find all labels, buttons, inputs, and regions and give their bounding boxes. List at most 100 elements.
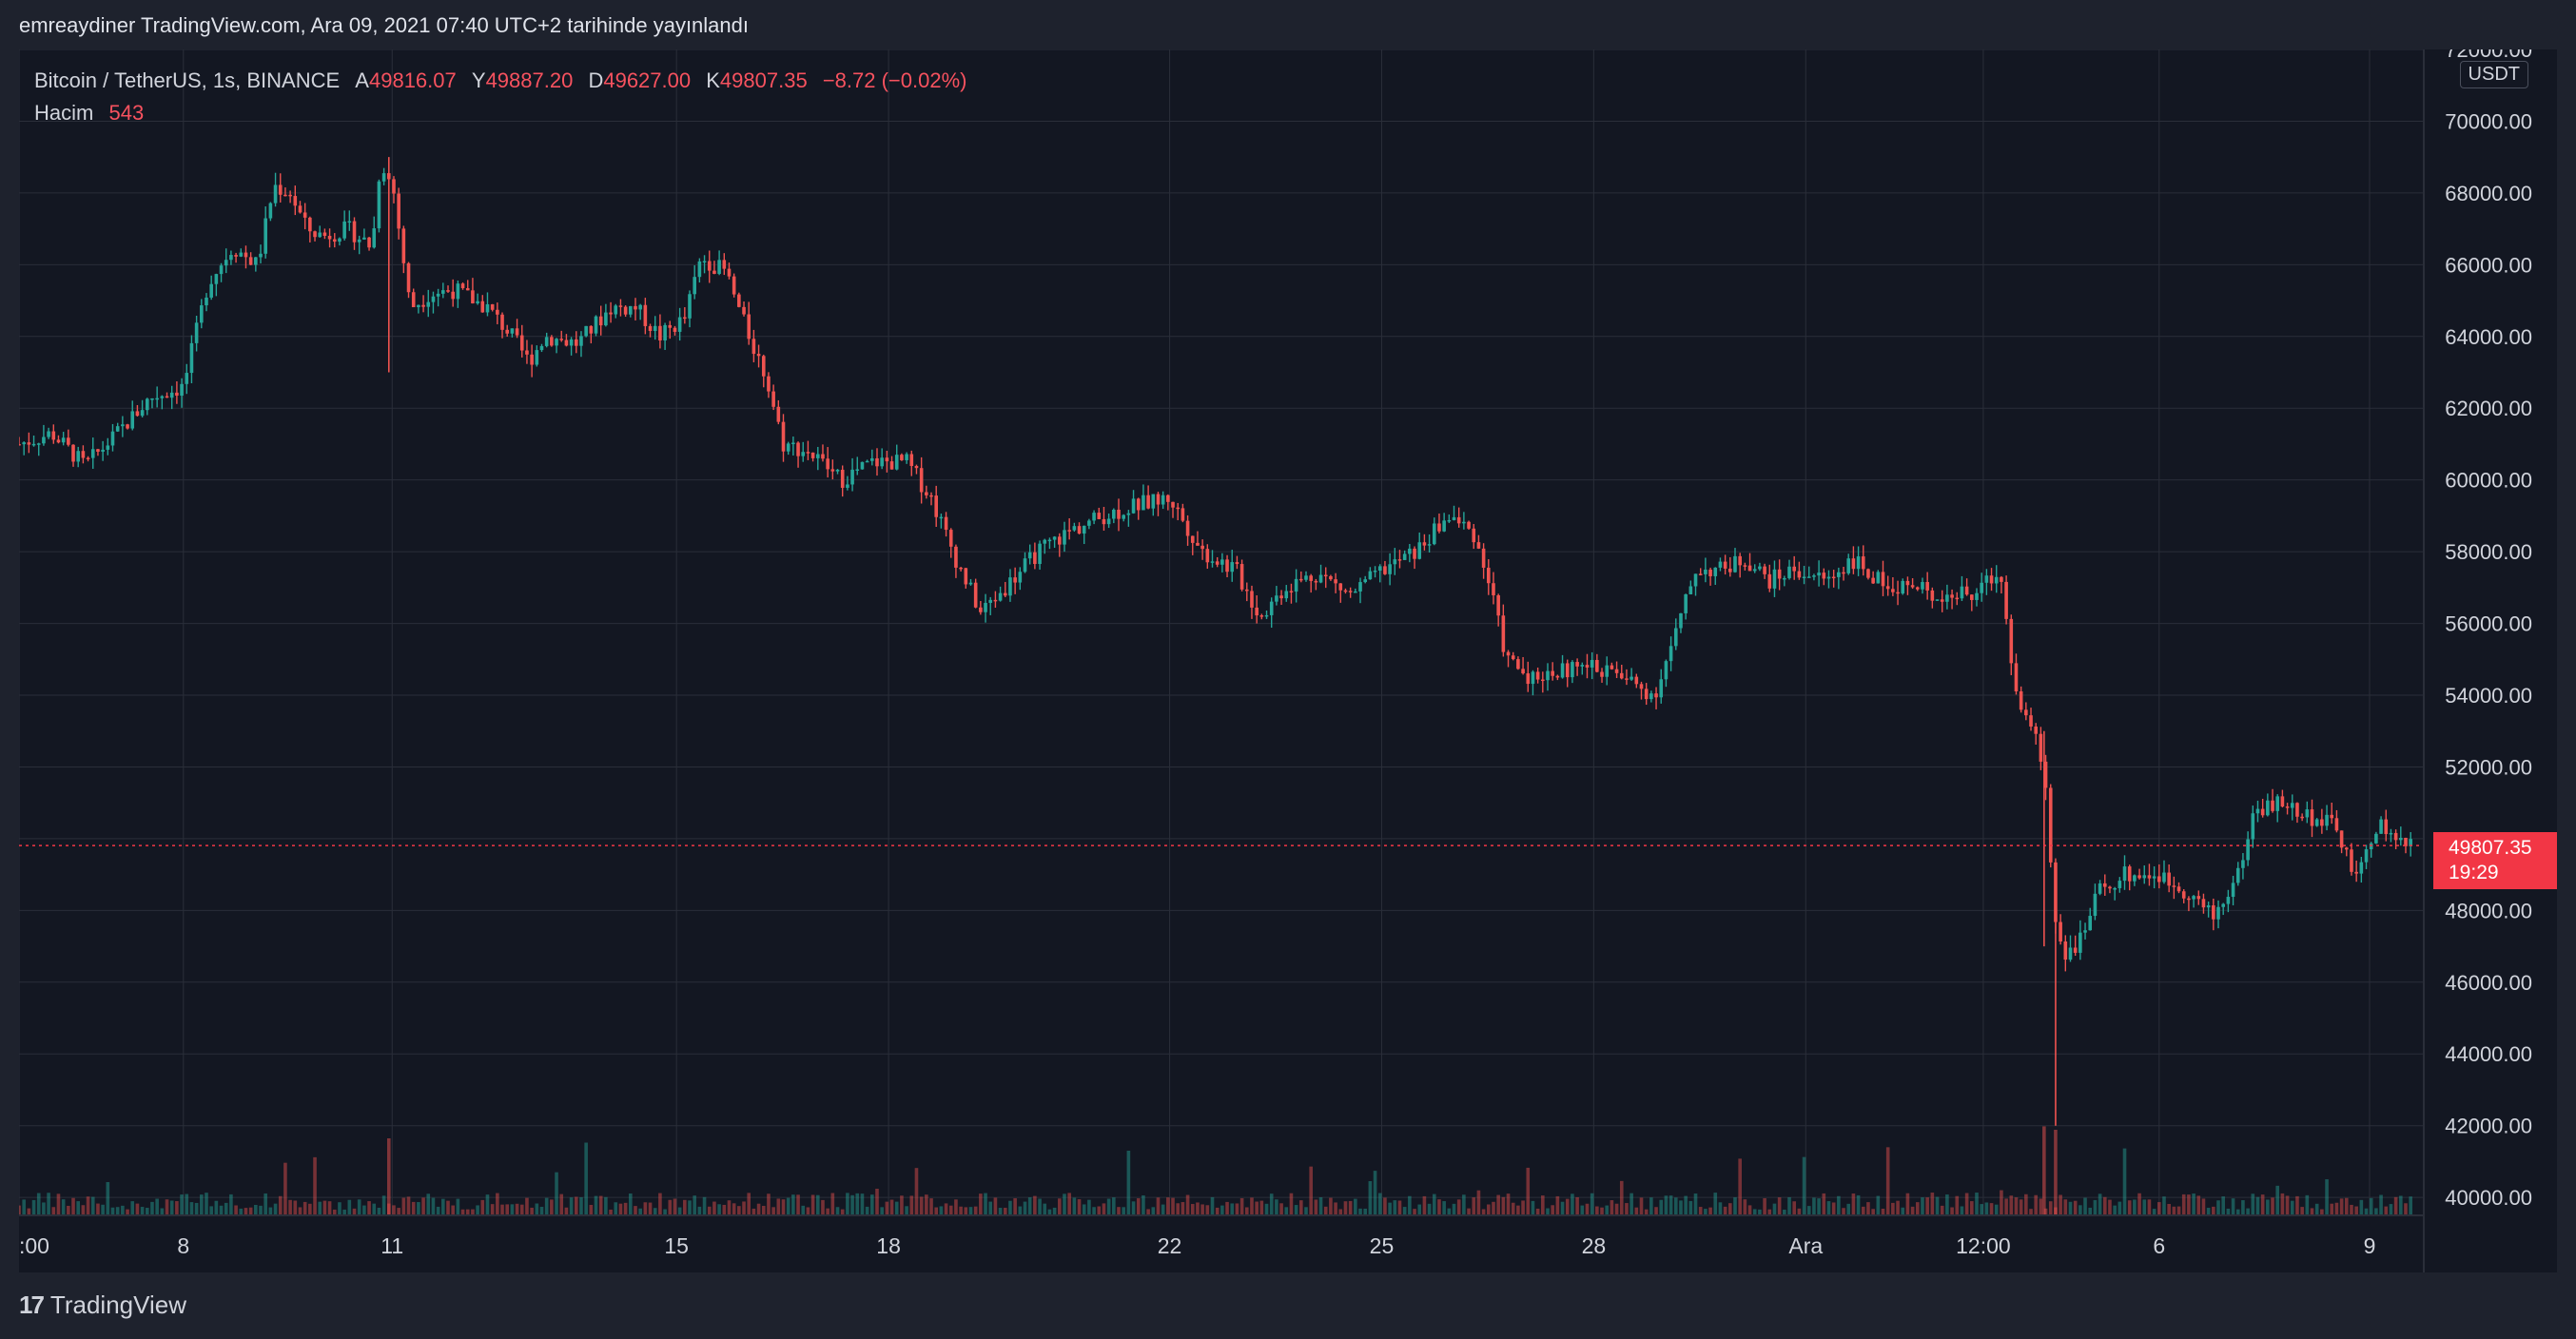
- volume-bar: [76, 1201, 81, 1215]
- volume-bar: [806, 1207, 810, 1215]
- candle-body: [2122, 866, 2127, 882]
- price-chart[interactable]: 40000.00 42000.00 44000.00 46000.00 48000.00…: [19, 49, 2557, 1272]
- candle-body: [1679, 612, 1683, 629]
- volume-bar: [1142, 1194, 1145, 1215]
- volume-bar: [347, 1199, 352, 1215]
- candle-body: [1704, 569, 1708, 574]
- candle-body: [1585, 665, 1590, 668]
- volume-bar: [1072, 1197, 1077, 1215]
- candle-body: [1314, 580, 1318, 583]
- candle-body: [1181, 508, 1185, 521]
- volume-bar: [1067, 1193, 1071, 1215]
- candle-body: [1013, 577, 1017, 583]
- candle-body: [653, 325, 657, 331]
- volume-bar: [1402, 1207, 1407, 1215]
- candle-body: [150, 398, 154, 400]
- candle-body: [2000, 576, 2003, 582]
- volume-bar: [1728, 1203, 1732, 1215]
- candle-body: [677, 317, 682, 332]
- x-tick-label: 8: [177, 1233, 189, 1258]
- volume-bar: [1571, 1193, 1574, 1215]
- candle-body: [821, 454, 825, 459]
- candle-body: [988, 599, 993, 603]
- volume-bar: [925, 1194, 928, 1215]
- volume-bar: [2339, 1198, 2344, 1215]
- volume-bar: [1980, 1204, 1983, 1215]
- volume-bar: [1239, 1197, 1244, 1215]
- volume-bar: [693, 1195, 696, 1215]
- volume-bar: [135, 1203, 140, 1215]
- volume-bar: [219, 1205, 224, 1215]
- candle-body: [1422, 542, 1427, 546]
- volume-bar: [550, 1199, 554, 1215]
- candle-body: [1812, 575, 1816, 577]
- candle-body: [51, 431, 56, 440]
- volume-bar: [1783, 1209, 1786, 1215]
- candle-body: [658, 325, 662, 341]
- candle-body: [598, 316, 603, 326]
- y-tick-label: 54000.00: [2445, 684, 2532, 708]
- volume-bar: [1526, 1167, 1531, 1215]
- candle-body: [900, 455, 904, 460]
- candle-body: [756, 354, 761, 357]
- volume-bar: [1329, 1197, 1333, 1215]
- x-tick-label: 9: [2364, 1233, 2376, 1258]
- volume-bar: [1264, 1203, 1269, 1215]
- volume-bar: [165, 1199, 169, 1215]
- candle-body: [1846, 558, 1851, 573]
- candle-body: [1408, 548, 1412, 554]
- symbol-label[interactable]: Bitcoin / TetherUS, 1s, BINANCE: [34, 68, 341, 92]
- volume-bar: [875, 1188, 879, 1215]
- volume-bar: [1023, 1201, 1027, 1215]
- time-axis[interactable]: :00 8 11 15 18 22 25 28 Ara 12:00 6 9: [19, 1233, 2375, 1258]
- chart-area[interactable]: 40000.00 42000.00 44000.00 46000.00 48000.00…: [19, 49, 2557, 1272]
- volume-bar: [1896, 1200, 1900, 1215]
- candle-body: [1166, 495, 1170, 502]
- volume-bar: [1989, 1203, 1994, 1215]
- candle-body: [160, 396, 165, 398]
- candle-body: [1565, 663, 1570, 678]
- price-axis[interactable]: 40000.00 42000.00 44000.00 46000.00 48000.00…: [2445, 49, 2532, 1210]
- tradingview-branding[interactable]: 17 TradingView: [19, 1288, 186, 1322]
- y-tick-label: 40000.00: [2445, 1186, 2532, 1210]
- volume-bar: [1501, 1196, 1506, 1215]
- candle-body: [1289, 591, 1294, 592]
- volume-bar: [234, 1205, 238, 1215]
- volume-bar: [628, 1193, 633, 1215]
- volume-bar: [993, 1197, 998, 1215]
- volume-bar: [1393, 1200, 1397, 1215]
- volume-bar: [2300, 1207, 2304, 1215]
- volume-bar: [1516, 1205, 1520, 1215]
- volume-bar: [2088, 1207, 2093, 1215]
- volume-bar: [441, 1198, 445, 1215]
- currency-badge[interactable]: USDT: [2459, 61, 2528, 88]
- candle-body: [308, 217, 312, 232]
- volume-bar: [688, 1200, 692, 1215]
- candle-body: [914, 465, 919, 469]
- volume-bar: [727, 1200, 732, 1215]
- volume-bar: [717, 1204, 721, 1215]
- candle-body: [456, 283, 460, 300]
- candle-body: [1837, 572, 1841, 577]
- volume-bar: [90, 1196, 95, 1215]
- candle-body: [815, 454, 820, 458]
- volume-bar: [2117, 1201, 2122, 1215]
- volume-bar: [1733, 1197, 1737, 1215]
- volume-bar: [815, 1194, 820, 1215]
- candle-body: [2393, 832, 2398, 841]
- volume-bar: [1318, 1196, 1323, 1215]
- candle-body: [1176, 507, 1181, 510]
- volume-bar: [1792, 1201, 1796, 1215]
- candle-body: [1033, 552, 1037, 565]
- volume-bar: [411, 1201, 416, 1215]
- candle-body: [1018, 572, 1023, 583]
- candle-body: [697, 261, 702, 278]
- volume-bar: [1476, 1190, 1481, 1215]
- candle-body: [1338, 583, 1343, 591]
- candle-body: [1743, 565, 1747, 567]
- volume-label[interactable]: Hacim: [34, 101, 94, 125]
- candle-body: [1960, 586, 1964, 599]
- candle-body: [2029, 715, 2033, 727]
- volume-bar: [505, 1204, 510, 1215]
- volume-bar: [889, 1199, 894, 1215]
